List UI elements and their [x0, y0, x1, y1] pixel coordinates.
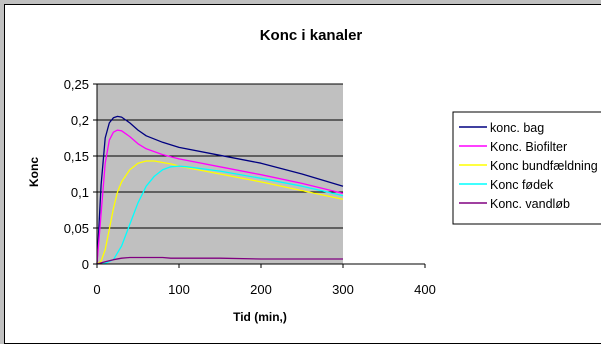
- line-chart: Konc i kanaler 0 100 200 300 400 0 0,05 0,1 0,1…: [27, 27, 601, 324]
- y-tick-label: 0,15: [64, 149, 89, 164]
- series-line-5: [96, 256, 343, 265]
- y-tick-label: 0,1: [71, 185, 89, 200]
- legend-entry: konc. bag: [490, 121, 544, 135]
- legend-entry: Konc. Biofilter: [490, 140, 567, 154]
- chart-area: Konc i kanaler 0 100 200 300 400 0 0,05 0,1 0,1…: [4, 4, 601, 344]
- y-axis-title: Konc: [27, 157, 41, 187]
- series-lines: [96, 115, 344, 265]
- y-tick-label: 0,2: [71, 113, 89, 128]
- x-axis-title: Tid (min,): [233, 310, 287, 324]
- series-line-4: [96, 165, 344, 265]
- gridlines: [97, 83, 343, 229]
- series-line-1: [96, 115, 344, 265]
- x-tick-label: 200: [250, 282, 272, 297]
- y-tick-labels: 0 0,05 0,1 0,15 0,2 0,25: [64, 77, 89, 272]
- legend: konc. bag Konc. Biofilter Konc bundfældnin…: [452, 111, 601, 225]
- axes: [93, 83, 426, 268]
- legend-entry: Konc. vandløb: [490, 197, 570, 211]
- x-tick-labels: 0 100 200 300 400: [93, 282, 435, 297]
- y-tick-label: 0: [82, 257, 89, 272]
- y-tick-label: 0,25: [64, 77, 89, 92]
- chart-title: Konc i kanaler: [260, 27, 363, 44]
- legend-entry: Konc bundfældning: [490, 159, 598, 173]
- legend-box: [452, 111, 601, 225]
- series-line-2: [96, 129, 344, 265]
- y-tick-label: 0,05: [64, 221, 89, 236]
- x-tick-label: 400: [414, 282, 436, 297]
- x-tick-label: 100: [168, 282, 190, 297]
- series-line-3: [96, 160, 344, 265]
- x-tick-label: 0: [93, 282, 100, 297]
- legend-entry: Konc fødek: [490, 178, 554, 192]
- x-tick-label: 300: [332, 282, 354, 297]
